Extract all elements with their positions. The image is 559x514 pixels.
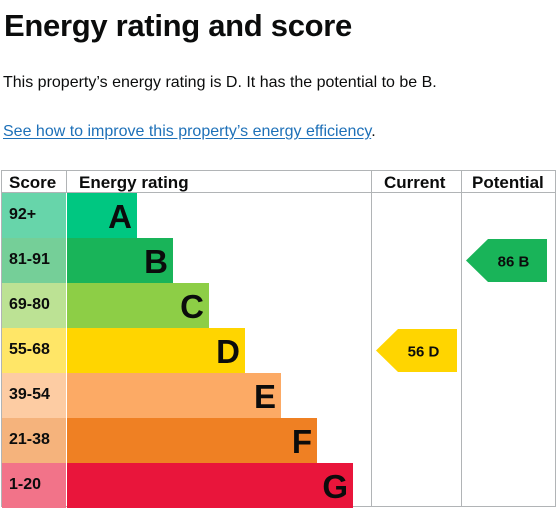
- band-range-cell-c: [2, 283, 66, 328]
- band-bar-f: [67, 418, 317, 463]
- current-rating-arrow: [376, 329, 457, 372]
- band-letter-d: D: [216, 333, 240, 370]
- header-current: Current: [384, 173, 446, 192]
- band-range-cell-g: [2, 463, 66, 508]
- band-bar-d: [67, 328, 245, 373]
- band-range-cell-f: [2, 418, 66, 463]
- band-range-label-g: 1-20: [9, 476, 41, 493]
- band-range-label-b: 81-91: [9, 251, 50, 268]
- rating-arrows: 56 D 86 B: [376, 239, 547, 372]
- band-range-label-d: 55-68: [9, 341, 50, 358]
- band-range-cell-d: [2, 328, 66, 373]
- rating-summary: This property’s energy rating is D. It h…: [3, 74, 437, 91]
- band-bar-b: [67, 238, 173, 283]
- band-range-label-c: 69-80: [9, 296, 50, 313]
- page-title: Energy rating and score: [4, 8, 352, 43]
- header-potential: Potential: [472, 173, 544, 192]
- band-range-cell-a: [2, 193, 66, 238]
- band-bar-c: [67, 283, 209, 328]
- band-range-label-a: 92+: [9, 206, 36, 223]
- rating-bands: 92+ A 81-91 B 69-80 C 55-68 D 39-54 E 21-38 F 1-20 G: [2, 193, 353, 508]
- band-bar-g: [67, 463, 353, 508]
- header-energy-rating: Energy rating: [79, 173, 189, 192]
- band-letter-f: F: [292, 423, 312, 460]
- current-rating-label: 56 D: [408, 344, 440, 361]
- band-range-cell-b: [2, 238, 66, 283]
- header-score: Score: [9, 173, 56, 192]
- band-bar-e: [67, 373, 281, 418]
- potential-rating-label: 86 B: [498, 254, 530, 271]
- band-letter-a: A: [108, 198, 132, 235]
- band-range-cell-e: [2, 373, 66, 418]
- improve-efficiency-link[interactable]: See how to improve this property’s energ…: [3, 123, 372, 140]
- band-letter-e: E: [254, 378, 276, 415]
- band-range-label-e: 39-54: [9, 386, 50, 403]
- band-bar-a: [67, 193, 137, 238]
- band-letter-c: C: [180, 288, 204, 325]
- band-range-label-f: 21-38: [9, 431, 50, 448]
- improve-link-suffix: .: [371, 123, 376, 140]
- band-letter-g: G: [322, 468, 348, 505]
- band-letter-b: B: [144, 243, 168, 280]
- improve-paragraph: See how to improve this property’s energ…: [3, 122, 376, 142]
- potential-rating-arrow: [466, 239, 547, 282]
